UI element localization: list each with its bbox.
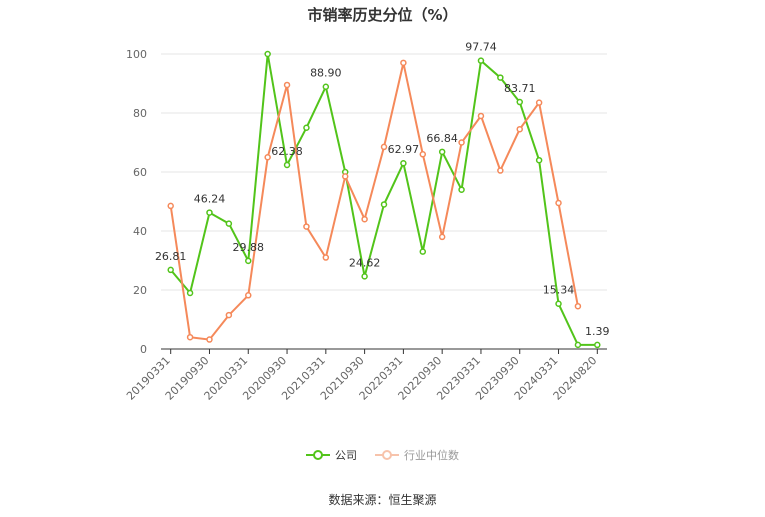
legend-company-label: 公司 xyxy=(335,449,357,462)
data-label: 26.81 xyxy=(155,250,187,263)
legend-item-industry[interactable]: 行业中位数 xyxy=(375,447,459,463)
data-source: 数据来源：恒生聚源 xyxy=(328,493,437,507)
data-point-series-0 xyxy=(516,98,523,106)
data-point-series-1 xyxy=(516,125,523,133)
data-point-series-0 xyxy=(322,83,330,90)
data-point-series-1 xyxy=(186,333,194,341)
data-point-series-1 xyxy=(555,199,562,207)
data-point-series-1 xyxy=(206,336,213,343)
data-point-series-0 xyxy=(594,341,601,349)
data-point-series-0 xyxy=(419,248,427,255)
data-label: 83.71 xyxy=(504,82,536,95)
y-tick-label: 20 xyxy=(133,284,147,297)
data-point-series-0 xyxy=(303,124,310,131)
legend-company-marker xyxy=(306,450,330,460)
legend-item-company[interactable]: 公司 xyxy=(306,447,357,463)
data-point-series-0 xyxy=(245,257,252,265)
data-point-series-1 xyxy=(361,215,368,223)
data-point-series-0 xyxy=(264,50,271,58)
legend-industry-marker xyxy=(375,450,399,460)
line-chart: 0204060801002019033120190930202003312020… xyxy=(124,41,610,403)
data-point-series-0 xyxy=(458,186,465,193)
data-point-series-0 xyxy=(535,156,543,164)
y-tick-label: 60 xyxy=(133,166,147,179)
data-point-series-1 xyxy=(225,311,233,319)
y-tick-label: 40 xyxy=(133,225,147,238)
data-label: 97.74 xyxy=(465,41,497,54)
data-label: 46.24 xyxy=(194,193,226,206)
data-label: 15.34 xyxy=(543,284,575,297)
y-tick-label: 80 xyxy=(133,107,147,120)
data-point-series-1 xyxy=(303,223,310,230)
data-label: 1.39 xyxy=(585,325,610,338)
data-point-series-0 xyxy=(225,220,233,227)
data-point-series-1 xyxy=(400,59,407,67)
data-point-series-0 xyxy=(361,273,368,280)
series-line-1 xyxy=(169,62,579,341)
data-point-series-1 xyxy=(438,233,446,241)
data-label: 62.97 xyxy=(388,143,420,156)
data-point-series-1 xyxy=(458,139,465,146)
data-point-series-0 xyxy=(574,341,582,349)
data-point-series-1 xyxy=(535,99,543,106)
data-point-series-1 xyxy=(283,81,291,89)
data-point-series-1 xyxy=(574,302,582,310)
y-tick-label: 100 xyxy=(126,48,147,61)
data-point-series-1 xyxy=(477,112,485,120)
data-point-series-0 xyxy=(497,74,504,81)
data-point-series-0 xyxy=(186,289,194,297)
y-tick-label: 0 xyxy=(140,343,147,356)
data-point-series-1 xyxy=(497,167,504,174)
data-point-series-1 xyxy=(264,154,271,161)
legend-industry-label: 行业中位数 xyxy=(404,449,459,462)
data-point-series-1 xyxy=(245,292,252,299)
data-label: 88.90 xyxy=(310,67,342,80)
data-label: 62.38 xyxy=(271,145,303,158)
data-point-series-0 xyxy=(380,201,388,208)
data-point-series-0 xyxy=(477,57,485,64)
data-point-series-1 xyxy=(419,151,427,158)
data-point-series-0 xyxy=(167,266,174,274)
data-point-series-1 xyxy=(341,173,349,180)
data-label: 66.84 xyxy=(426,132,458,145)
data-point-series-1 xyxy=(322,254,330,261)
data-point-series-0 xyxy=(400,159,407,167)
data-point-series-0 xyxy=(283,161,291,169)
data-point-series-0 xyxy=(555,300,562,307)
chart-title: 市销率历史分位（%） xyxy=(307,6,458,24)
chart-legend: 公司 行业中位数 xyxy=(0,447,765,463)
data-point-series-0 xyxy=(438,148,446,156)
data-label: 29.88 xyxy=(233,241,265,254)
series-line-0 xyxy=(169,53,598,346)
data-point-series-1 xyxy=(380,143,388,151)
data-point-series-0 xyxy=(206,209,213,216)
data-label: 24.62 xyxy=(349,256,381,269)
data-point-series-1 xyxy=(167,202,174,210)
